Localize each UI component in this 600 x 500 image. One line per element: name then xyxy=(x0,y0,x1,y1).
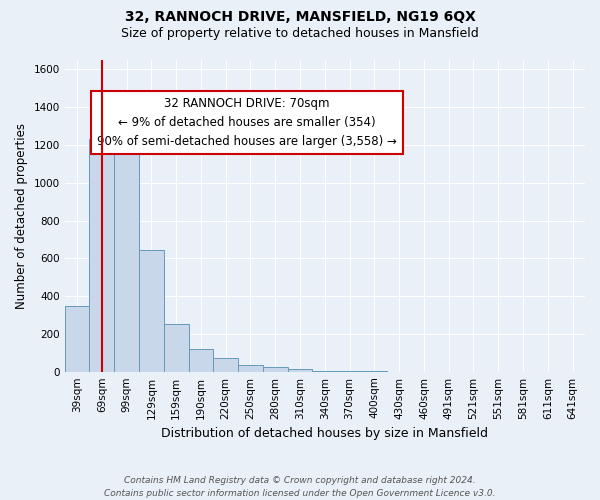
Bar xyxy=(65,306,89,372)
Bar xyxy=(139,250,164,372)
Text: Contains HM Land Registry data © Crown copyright and database right 2024.
Contai: Contains HM Land Registry data © Crown c… xyxy=(104,476,496,498)
Bar xyxy=(263,367,287,372)
Bar xyxy=(287,369,313,372)
Bar xyxy=(164,324,188,372)
Text: Size of property relative to detached houses in Mansfield: Size of property relative to detached ho… xyxy=(121,28,479,40)
Bar xyxy=(114,147,139,372)
Bar xyxy=(89,140,114,372)
Bar xyxy=(214,358,238,372)
Bar xyxy=(188,349,214,372)
Text: 32 RANNOCH DRIVE: 70sqm
← 9% of detached houses are smaller (354)
90% of semi-de: 32 RANNOCH DRIVE: 70sqm ← 9% of detached… xyxy=(97,98,397,148)
Bar xyxy=(362,370,387,372)
Y-axis label: Number of detached properties: Number of detached properties xyxy=(15,123,28,309)
Text: 32, RANNOCH DRIVE, MANSFIELD, NG19 6QX: 32, RANNOCH DRIVE, MANSFIELD, NG19 6QX xyxy=(125,10,475,24)
Bar xyxy=(337,370,362,372)
Bar xyxy=(313,370,337,372)
X-axis label: Distribution of detached houses by size in Mansfield: Distribution of detached houses by size … xyxy=(161,427,488,440)
Bar xyxy=(238,365,263,372)
